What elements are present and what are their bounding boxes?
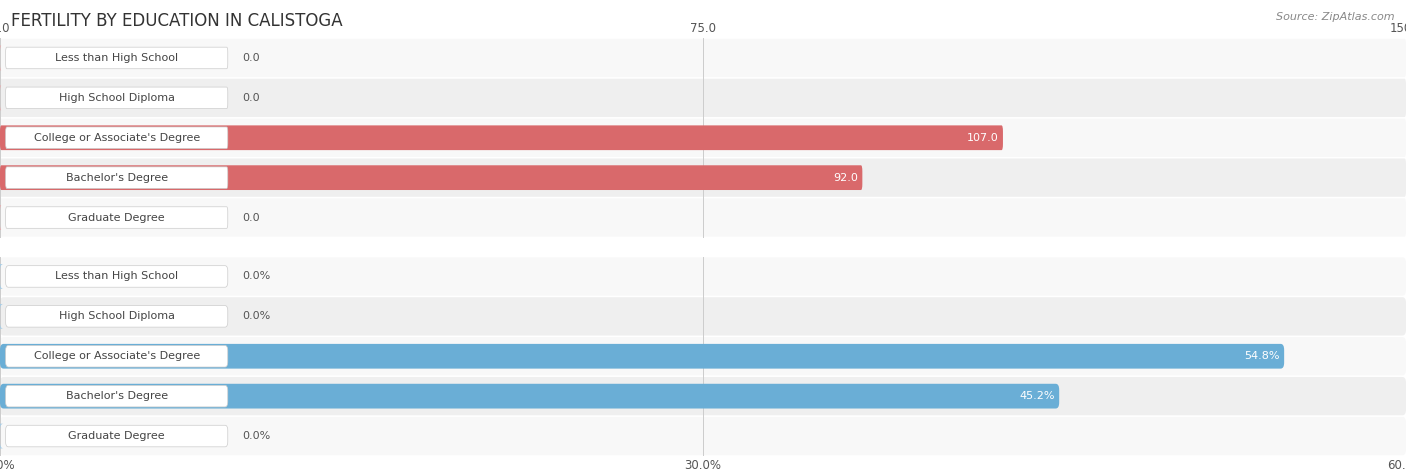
FancyBboxPatch shape [6,127,228,149]
Text: Bachelor's Degree: Bachelor's Degree [66,391,167,401]
FancyBboxPatch shape [6,345,228,367]
FancyBboxPatch shape [0,304,3,329]
Text: College or Associate's Degree: College or Associate's Degree [34,133,200,143]
Text: College or Associate's Degree: College or Associate's Degree [34,351,200,361]
Text: Source: ZipAtlas.com: Source: ZipAtlas.com [1277,12,1395,22]
FancyBboxPatch shape [0,377,1406,415]
Text: Graduate Degree: Graduate Degree [69,212,165,223]
FancyBboxPatch shape [0,39,1406,77]
FancyBboxPatch shape [0,297,1406,335]
FancyBboxPatch shape [6,87,228,109]
Text: FERTILITY BY EDUCATION IN CALISTOGA: FERTILITY BY EDUCATION IN CALISTOGA [11,12,343,30]
Text: High School Diploma: High School Diploma [59,311,174,322]
FancyBboxPatch shape [0,165,862,190]
FancyBboxPatch shape [0,384,1059,408]
Text: Bachelor's Degree: Bachelor's Degree [66,172,167,183]
Text: High School Diploma: High School Diploma [59,93,174,103]
Text: 0.0%: 0.0% [242,311,270,322]
Text: 45.2%: 45.2% [1019,391,1054,401]
FancyBboxPatch shape [0,125,1002,150]
Text: 0.0: 0.0 [242,93,260,103]
FancyBboxPatch shape [0,199,1406,237]
FancyBboxPatch shape [6,425,228,447]
FancyBboxPatch shape [6,266,228,287]
FancyBboxPatch shape [0,257,1406,295]
Text: Less than High School: Less than High School [55,53,179,63]
Text: 0.0%: 0.0% [242,431,270,441]
Text: Graduate Degree: Graduate Degree [69,431,165,441]
FancyBboxPatch shape [0,337,1406,375]
Text: 92.0: 92.0 [834,172,858,183]
FancyBboxPatch shape [0,79,1406,117]
FancyBboxPatch shape [6,167,228,189]
Text: 0.0%: 0.0% [242,271,270,282]
FancyBboxPatch shape [6,207,228,228]
FancyBboxPatch shape [0,424,3,448]
Text: 0.0: 0.0 [242,212,260,223]
FancyBboxPatch shape [0,46,1,70]
FancyBboxPatch shape [0,205,1,230]
FancyBboxPatch shape [0,159,1406,197]
FancyBboxPatch shape [6,385,228,407]
FancyBboxPatch shape [6,47,228,69]
FancyBboxPatch shape [0,119,1406,157]
FancyBboxPatch shape [0,86,1,110]
Text: 107.0: 107.0 [967,133,998,143]
FancyBboxPatch shape [0,344,1284,369]
Text: 54.8%: 54.8% [1244,351,1279,361]
FancyBboxPatch shape [0,264,3,289]
Text: Less than High School: Less than High School [55,271,179,282]
FancyBboxPatch shape [6,305,228,327]
Text: 0.0: 0.0 [242,53,260,63]
FancyBboxPatch shape [0,417,1406,455]
